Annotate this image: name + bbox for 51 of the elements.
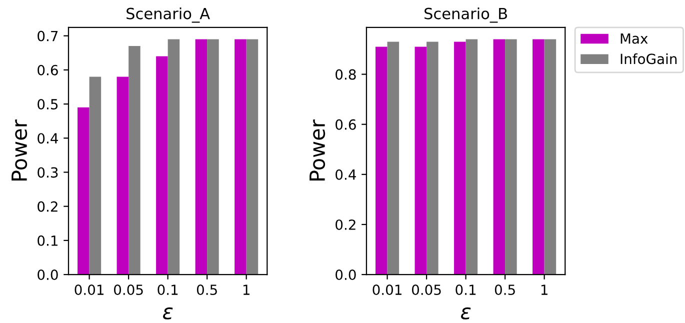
bar	[246, 39, 258, 275]
bar	[505, 39, 517, 275]
bar	[544, 39, 556, 275]
legend-label: Max	[620, 33, 648, 44]
x-tick-label: 0.1	[158, 284, 178, 296]
bar	[234, 39, 246, 275]
y-tick-label: 0.0	[336, 270, 356, 280]
x-tick-label: 0.05	[412, 284, 441, 296]
bar	[195, 39, 208, 275]
y-tick-label: 0.4	[38, 133, 58, 144]
y-tick-label: 0.8	[336, 69, 356, 80]
y-tick-label: 0.0	[38, 270, 58, 280]
y-tick-label: 0.4	[336, 169, 356, 180]
y-axis-title: Power	[12, 120, 28, 180]
y-axis-title: Power	[310, 120, 326, 180]
bar	[207, 39, 219, 275]
y-tick-label: 0.6	[336, 119, 356, 130]
legend-label: InfoGain	[620, 53, 677, 64]
y-tick-label: 0.5	[38, 98, 58, 110]
x-axis-title: ε	[163, 307, 173, 320]
bar	[426, 42, 438, 275]
chart-title: Scenario_B	[424, 8, 507, 23]
x-tick-label: 0.5	[494, 284, 515, 296]
y-tick-label: 0.6	[38, 64, 58, 76]
chart-title: Scenario_A	[126, 8, 210, 23]
bar	[466, 39, 478, 275]
y-tick-label: 0.3	[38, 167, 58, 178]
x-tick-label: 0.1	[456, 284, 476, 296]
y-tick-label: 0.7	[38, 30, 58, 42]
bar	[376, 46, 388, 275]
bar	[493, 39, 506, 275]
bar	[532, 39, 544, 275]
bar	[168, 39, 180, 275]
bar	[128, 46, 140, 275]
x-tick-label: 0.5	[196, 284, 217, 296]
x-tick-label: 0.01	[372, 284, 402, 296]
x-tick-label: 0.01	[74, 284, 104, 296]
y-tick-label: 0.1	[38, 235, 58, 246]
x-tick-label: 0.05	[114, 284, 143, 296]
bar	[116, 76, 129, 275]
x-tick-label: 1	[243, 284, 250, 295]
bar	[387, 42, 400, 275]
bar	[156, 56, 168, 275]
bar	[89, 76, 102, 275]
y-tick-label: 0.2	[38, 201, 58, 212]
x-tick-label: 1	[541, 284, 548, 295]
x-axis-title: ε	[460, 307, 471, 320]
bar	[454, 42, 466, 275]
bar	[78, 107, 90, 275]
y-tick-label: 0.2	[336, 219, 356, 230]
bar	[414, 46, 427, 275]
